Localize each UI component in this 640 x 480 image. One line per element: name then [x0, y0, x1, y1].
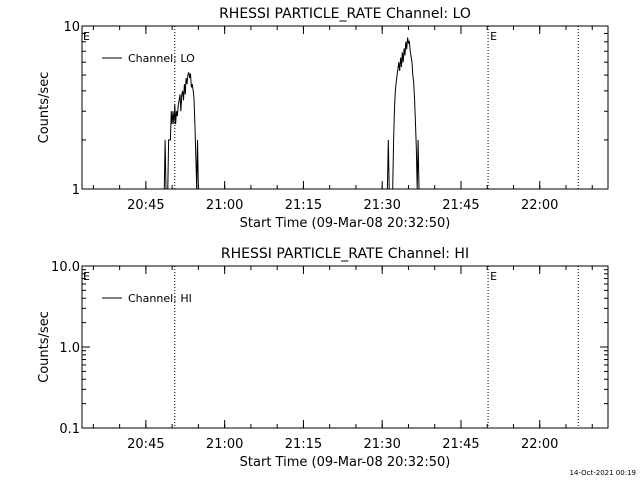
edge-marker-label: E	[83, 30, 90, 43]
x-tick-label: 21:30	[363, 198, 400, 213]
series-line	[163, 37, 420, 190]
x-tick-label: 22:00	[521, 437, 558, 452]
x-tick-label: 22:00	[521, 198, 558, 213]
footer-timestamp: 14-Oct-2021 00:19	[570, 469, 636, 477]
x-tick-label: 21:45	[442, 198, 479, 213]
x-tick-label: 21:15	[285, 198, 322, 213]
y-tick-label: 0.1	[59, 422, 80, 437]
y-tick-label: 10	[63, 20, 80, 35]
y-axis-label: Counts/sec	[37, 311, 52, 383]
x-tick-label: 21:00	[206, 437, 243, 452]
x-tick-label: 20:45	[127, 437, 164, 452]
legend-label: Channel: HI	[128, 292, 192, 305]
x-axis-label: Start Time (09-Mar-08 20:32:50)	[240, 455, 451, 470]
chart-title: RHESSI PARTICLE_RATE Channel: LO	[219, 6, 471, 22]
event-marker-label: E	[490, 30, 497, 43]
event-marker-label: E	[490, 270, 497, 283]
plot-frame	[81, 265, 609, 429]
x-tick-label: 20:45	[127, 198, 164, 213]
edge-marker-label: E	[83, 270, 90, 283]
x-tick-label: 21:45	[442, 437, 479, 452]
panel-hi: RHESSI PARTICLE_RATE Channel: HI Start Ti…	[37, 246, 609, 470]
x-tick-label: 21:30	[363, 437, 400, 452]
panel-lo: RHESSI PARTICLE_RATE Channel: LO Start Ti…	[37, 6, 609, 231]
y-tick-label: 10.0	[51, 260, 80, 275]
y-tick-label: 1.0	[59, 341, 80, 356]
x-tick-label: 21:15	[285, 437, 322, 452]
legend-label: Channel: LO	[128, 52, 195, 65]
x-axis-label: Start Time (09-Mar-08 20:32:50)	[240, 216, 451, 231]
y-tick-label: 1	[72, 183, 80, 198]
y-axis-label: Counts/sec	[37, 72, 52, 144]
x-tick-label: 21:00	[206, 198, 243, 213]
chart-title: RHESSI PARTICLE_RATE Channel: HI	[221, 246, 469, 262]
plot-frame	[81, 25, 609, 190]
